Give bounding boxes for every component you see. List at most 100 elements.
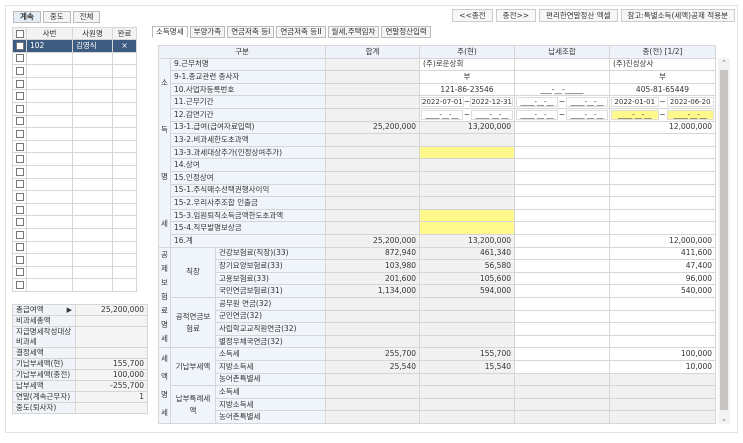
cell-cur[interactable] [419, 385, 515, 399]
top-button[interactable]: 편리한연말정산 엑셀 [539, 9, 618, 22]
employee-row[interactable] [12, 64, 137, 78]
row-checkbox[interactable] [12, 202, 27, 217]
cell-prev[interactable] [609, 410, 716, 424]
cell-cur[interactable] [419, 170, 515, 185]
cell-union[interactable] [514, 221, 610, 235]
vertical-scrollbar[interactable]: ⌃ ⌄ [718, 58, 730, 424]
cell-union[interactable] [514, 347, 610, 361]
date-to-input[interactable]: 2022-06-20 [666, 97, 714, 108]
cell-cur[interactable]: 15,540 [419, 359, 515, 374]
cell-prev[interactable] [609, 372, 716, 387]
cell-cur[interactable]: 56,580 [419, 259, 515, 273]
date-from-input[interactable]: ____-__-__ [516, 109, 558, 120]
cell-prev[interactable] [609, 309, 716, 324]
cell-union[interactable] [514, 57, 610, 72]
row-checkbox[interactable] [12, 101, 27, 116]
cell-union[interactable] [514, 322, 610, 336]
cell-prev[interactable] [609, 183, 716, 198]
cell-union[interactable] [514, 271, 610, 286]
employee-row[interactable] [12, 139, 137, 154]
row-checkbox[interactable] [12, 177, 27, 192]
date-to-input[interactable]: ____-__-__ [471, 109, 513, 120]
date-to-input[interactable]: ____-__-__ [566, 97, 608, 108]
date-range-prev[interactable]: ____-__-__ ~ ____-__-__ [609, 107, 716, 122]
cell-prev[interactable] [609, 208, 716, 223]
date-from-input[interactable]: ____-__-__ [421, 109, 463, 120]
cell-prev[interactable] [609, 196, 716, 210]
row-checkbox[interactable] [12, 64, 27, 78]
date-range-prev[interactable]: 2022-01-01 ~2022-06-20 [609, 95, 716, 109]
cell-cur[interactable]: 부 [419, 70, 515, 84]
cell-union[interactable] [514, 284, 610, 298]
cell-prev[interactable]: 12,000,000 [609, 233, 716, 248]
cell-prev[interactable]: 10,000 [609, 359, 716, 374]
cell-prev[interactable]: 411,600 [609, 246, 716, 261]
date-from-input[interactable]: 2022-01-01 [611, 97, 659, 108]
employee-row[interactable] [12, 177, 137, 192]
row-checkbox[interactable] [12, 240, 27, 255]
cell-union[interactable] [514, 359, 610, 374]
cell-cur[interactable] [419, 221, 515, 235]
employee-row[interactable] [12, 265, 137, 280]
left-tab[interactable]: 중도 [42, 11, 71, 23]
row-checkbox[interactable] [12, 39, 27, 53]
tab[interactable]: 부양가족 [189, 26, 226, 38]
cell-prev[interactable]: 405-81-65449 [609, 82, 716, 97]
cell-cur[interactable]: 121-86-23546 [419, 82, 515, 97]
row-checkbox[interactable] [12, 278, 27, 292]
employee-row[interactable] [12, 152, 137, 166]
play-icon[interactable]: ▶ [66, 306, 72, 314]
cell-union[interactable] [514, 334, 610, 349]
header-emp-id[interactable]: 사번 [26, 27, 73, 40]
row-checkbox[interactable] [12, 127, 27, 141]
cell-union[interactable] [514, 196, 610, 210]
employee-row[interactable] [12, 215, 137, 229]
cell-prev[interactable] [609, 158, 716, 172]
cell-cur[interactable] [419, 397, 515, 412]
cell-cur[interactable] [419, 145, 515, 160]
cell-union[interactable] [514, 372, 610, 387]
cell-union[interactable] [514, 208, 610, 223]
cell-prev[interactable]: 100,000 [609, 347, 716, 361]
cell-cur[interactable]: 594,000 [419, 284, 515, 298]
cell-union[interactable] [514, 385, 610, 399]
cell-union[interactable] [514, 296, 610, 311]
tab[interactable]: 연금저축 등II [276, 26, 326, 38]
cell-union[interactable] [514, 70, 610, 84]
cell-prev[interactable]: 47,400 [609, 259, 716, 273]
cell-prev[interactable] [609, 385, 716, 399]
row-checkbox[interactable] [12, 227, 27, 242]
cell-cur[interactable] [419, 372, 515, 387]
employee-row[interactable] [12, 253, 137, 267]
date-to-input[interactable]: 2022-12-31 [470, 97, 513, 108]
cell-prev[interactable]: (주)진성상사 [609, 57, 716, 72]
date-range-union[interactable]: ____-__-__ ~ ____-__-__ [514, 107, 610, 122]
cell-union[interactable] [514, 170, 610, 185]
select-all-checkbox[interactable] [12, 27, 27, 40]
date-range-cur[interactable]: 2022-07-01 ~2022-12-31 [419, 95, 515, 109]
cell-union[interactable] [514, 120, 610, 135]
cell-union[interactable] [514, 410, 610, 424]
row-checkbox[interactable] [12, 164, 27, 179]
row-checkbox[interactable] [12, 76, 27, 91]
employee-row[interactable]: 102 김영식 × [12, 39, 137, 53]
cell-prev[interactable] [609, 334, 716, 349]
cell-cur[interactable]: 105,600 [419, 271, 515, 286]
cell-cur[interactable]: 13,200,000 [419, 233, 515, 248]
employee-row[interactable] [12, 227, 137, 242]
cell-cur[interactable] [419, 196, 515, 210]
cell-prev[interactable] [609, 133, 716, 147]
employee-row[interactable] [12, 51, 137, 66]
employee-row[interactable] [12, 164, 137, 179]
cell-cur[interactable] [419, 309, 515, 324]
top-button[interactable]: 종전>> [495, 9, 537, 22]
top-button[interactable]: <<종전 [452, 9, 493, 22]
row-checkbox[interactable] [12, 89, 27, 103]
header-emp-name[interactable]: 사원명 [72, 27, 113, 40]
date-to-input[interactable]: ____-__-__ [666, 109, 714, 120]
cell-prev[interactable]: 부 [609, 70, 716, 84]
employee-row[interactable] [12, 202, 137, 217]
cell-prev[interactable] [609, 397, 716, 412]
cell-cur[interactable] [419, 208, 515, 223]
cell-cur[interactable]: 461,340 [419, 246, 515, 261]
